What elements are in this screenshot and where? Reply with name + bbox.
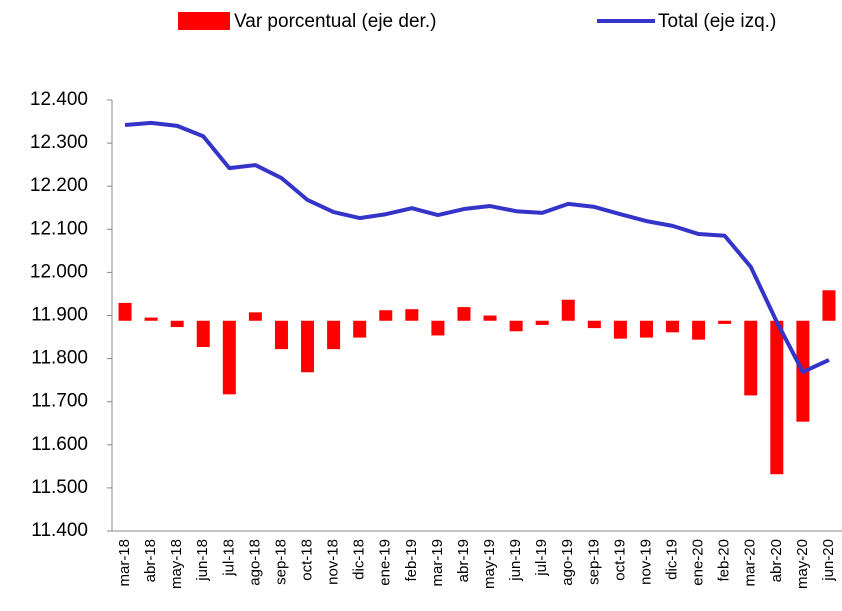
- x-tick-label: sep-18: [272, 539, 289, 585]
- y-tick-label: 12.000: [30, 261, 88, 282]
- bar: [196, 320, 210, 348]
- y-tick-label: 11.600: [31, 434, 88, 455]
- x-tick-label: feb-19: [403, 539, 420, 582]
- x-tick-label: jun-18: [194, 539, 211, 582]
- legend-label: Var porcentual (eje der.): [234, 11, 436, 32]
- bar: [822, 290, 836, 321]
- x-tick-label: nov-18: [325, 539, 342, 585]
- x-tick-label: ago-18: [246, 539, 263, 586]
- legend-swatch: [178, 12, 230, 30]
- y-tick-label: 12.200: [30, 175, 88, 196]
- y-tick-label: 12.100: [30, 218, 88, 239]
- bar: [457, 307, 471, 321]
- bar: [639, 320, 653, 338]
- bar: [770, 320, 784, 475]
- y-tick-label: 11.400: [31, 520, 88, 541]
- bar: [301, 320, 315, 373]
- bar: [248, 312, 262, 321]
- bar: [118, 302, 132, 321]
- y-tick-label: 11.900: [31, 305, 88, 326]
- x-tick-label: mar-20: [742, 539, 759, 587]
- x-tick-label: dic-19: [664, 539, 681, 580]
- x-tick-label: may-18: [168, 539, 185, 589]
- bar: [509, 320, 523, 332]
- x-tick-label: mar-18: [116, 539, 133, 587]
- y-tick-label: 11.700: [31, 391, 88, 412]
- x-tick-label: jul-19: [533, 539, 550, 577]
- bar: [222, 320, 236, 395]
- bar: [405, 309, 419, 321]
- bar: [274, 320, 288, 350]
- bar: [587, 320, 601, 329]
- bar: [327, 320, 341, 350]
- x-tick-label: abr-20: [768, 539, 785, 582]
- bar: [613, 320, 627, 339]
- line: [124, 120, 830, 374]
- bar: [353, 320, 367, 338]
- x-tick-label: ene-19: [377, 539, 394, 586]
- bar: [692, 320, 706, 340]
- bar: [535, 320, 549, 325]
- x-tick-label: oct-18: [299, 539, 316, 581]
- bar: [718, 320, 732, 324]
- x-tick-label: ene-20: [690, 539, 707, 586]
- bar: [144, 317, 158, 321]
- x-tick-label: mar-19: [429, 539, 446, 587]
- y-tick-label: 12.400: [30, 89, 88, 110]
- x-tick-label: jun-20: [820, 539, 837, 582]
- bar: [431, 320, 445, 336]
- x-tick-label: may-19: [481, 539, 498, 589]
- bar: [744, 320, 758, 396]
- x-tick-label: abr-18: [142, 539, 159, 582]
- x-tick-label: jul-18: [220, 539, 237, 577]
- bar: [666, 320, 680, 333]
- x-tick-label: ago-19: [559, 539, 576, 586]
- x-tick-label: may-20: [794, 539, 811, 589]
- x-tick-label: feb-20: [716, 539, 733, 582]
- x-tick-label: dic-18: [351, 539, 368, 580]
- legend-label: Total (eje izq.): [658, 11, 776, 32]
- bar: [379, 310, 393, 321]
- x-tick-label: jun-19: [507, 539, 524, 582]
- y-tick-label: 12.300: [30, 132, 88, 153]
- x-tick-label: abr-19: [455, 539, 472, 582]
- x-tick-label: sep-19: [585, 539, 602, 585]
- bar: [170, 320, 184, 328]
- bar: [561, 299, 575, 321]
- y-tick-label: 11.800: [31, 348, 88, 369]
- x-tick-label: nov-19: [637, 539, 654, 585]
- bar: [483, 315, 497, 321]
- x-tick-label: oct-19: [611, 539, 628, 581]
- y-tick-label: 11.500: [31, 477, 88, 498]
